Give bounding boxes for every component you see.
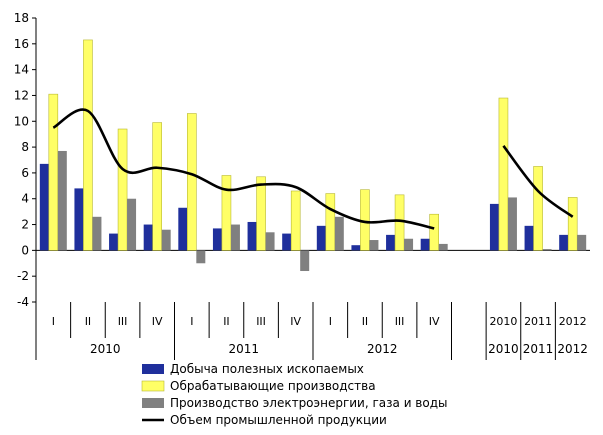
bar-2-11 bbox=[438, 243, 448, 251]
bar-0-2 bbox=[109, 233, 119, 251]
bar-0-3 bbox=[143, 224, 153, 251]
year-label: 2010 bbox=[90, 342, 121, 356]
bar-0-1 bbox=[74, 188, 84, 251]
bar-2-14 bbox=[577, 234, 587, 251]
legend: Добыча полезных ископаемых Обрабатывающие… bbox=[141, 362, 448, 427]
bar-1-0 bbox=[48, 93, 59, 251]
bar-1-1 bbox=[83, 39, 93, 251]
bar-2-3 bbox=[161, 229, 171, 251]
category-label: 2012 bbox=[559, 315, 587, 328]
line-segment-quarterly bbox=[52, 108, 435, 230]
bar-2-2 bbox=[127, 198, 137, 251]
category-label: III bbox=[118, 315, 128, 328]
bar-1-12 bbox=[498, 97, 509, 251]
bar-0-6 bbox=[247, 221, 257, 251]
y-tick-label: 12 bbox=[14, 88, 29, 102]
year-label: 2011 bbox=[523, 342, 554, 356]
bar-2-10 bbox=[404, 238, 414, 251]
bar-2-7 bbox=[300, 250, 310, 272]
year-label: 2012 bbox=[367, 342, 398, 356]
lines bbox=[52, 108, 574, 230]
y-tick-label: 14 bbox=[14, 63, 29, 77]
bar-0-8 bbox=[316, 225, 326, 251]
legend-swatch-0 bbox=[142, 364, 164, 374]
bars bbox=[39, 39, 587, 272]
category-label: II bbox=[223, 315, 230, 328]
bar-2-6 bbox=[265, 232, 275, 251]
bar-0-7 bbox=[282, 233, 292, 251]
bar-0-5 bbox=[212, 228, 222, 251]
y-tick-label: -2 bbox=[17, 269, 29, 283]
bar-2-8 bbox=[334, 216, 344, 251]
y-tick-label: 2 bbox=[21, 218, 29, 232]
bar-2-5 bbox=[230, 224, 240, 251]
year-label: 2010 bbox=[488, 342, 519, 356]
bar-0-9 bbox=[351, 245, 361, 251]
category-label: 2011 bbox=[524, 315, 552, 328]
legend-label-2: Производство электроэнергии, газа и воды bbox=[170, 396, 448, 410]
category-label: 2010 bbox=[489, 315, 517, 328]
category-label: II bbox=[85, 315, 92, 328]
line-segment-annual bbox=[502, 145, 574, 218]
category-label: IV bbox=[152, 315, 163, 328]
bar-2-0 bbox=[57, 150, 67, 251]
bar-1-2 bbox=[117, 128, 128, 251]
legend-label-1: Обрабатывающие производства bbox=[170, 379, 376, 393]
legend-label-0: Добыча полезных ископаемых bbox=[170, 362, 364, 376]
y-tick-label: 8 bbox=[21, 140, 29, 154]
bar-2-1 bbox=[92, 216, 102, 251]
category-label: III bbox=[395, 315, 405, 328]
y-tick-label: 0 bbox=[21, 243, 29, 257]
bar-1-13 bbox=[533, 166, 543, 251]
bar-1-3 bbox=[152, 122, 162, 251]
y-tick-label: 4 bbox=[21, 192, 29, 206]
y-tick-label: 18 bbox=[14, 11, 29, 25]
bar-1-10 bbox=[394, 194, 405, 251]
bar-1-6 bbox=[256, 176, 266, 251]
bar-0-10 bbox=[386, 234, 396, 251]
bar-1-5 bbox=[221, 175, 232, 251]
bar-0-4 bbox=[178, 207, 188, 251]
bar-1-8 bbox=[325, 193, 336, 251]
legend-swatch-1 bbox=[141, 380, 165, 392]
bar-0-14 bbox=[559, 234, 569, 251]
category-label: I bbox=[329, 315, 332, 328]
bar-2-13 bbox=[542, 249, 552, 251]
legend-label-3: Объем промышленной продукции bbox=[170, 413, 387, 427]
bar-1-4 bbox=[187, 113, 197, 251]
bar-2-9 bbox=[369, 240, 379, 251]
y-tick-label: 6 bbox=[21, 166, 29, 180]
bar-1-11 bbox=[429, 213, 439, 251]
year-label: 2011 bbox=[228, 342, 259, 356]
bar-0-0 bbox=[39, 163, 49, 251]
y-tick-label: 10 bbox=[14, 114, 29, 128]
legend-swatch-2 bbox=[142, 398, 164, 408]
category-label: IV bbox=[429, 315, 440, 328]
bar-1-7 bbox=[290, 190, 301, 251]
bar-1-14 bbox=[567, 197, 578, 251]
category-label: IV bbox=[290, 315, 301, 328]
bar-2-12 bbox=[507, 197, 517, 251]
category-label: III bbox=[256, 315, 266, 328]
bar-0-13 bbox=[524, 225, 534, 251]
year-label: 2012 bbox=[557, 342, 588, 356]
category-label: I bbox=[190, 315, 193, 328]
category-label: II bbox=[362, 315, 369, 328]
category-label: I bbox=[52, 315, 55, 328]
bar-0-11 bbox=[420, 238, 430, 251]
y-tick-label: -4 bbox=[17, 295, 29, 309]
bar-0-12 bbox=[489, 203, 499, 251]
bar-2-4 bbox=[196, 250, 206, 264]
y-tick-label: 16 bbox=[14, 37, 29, 51]
